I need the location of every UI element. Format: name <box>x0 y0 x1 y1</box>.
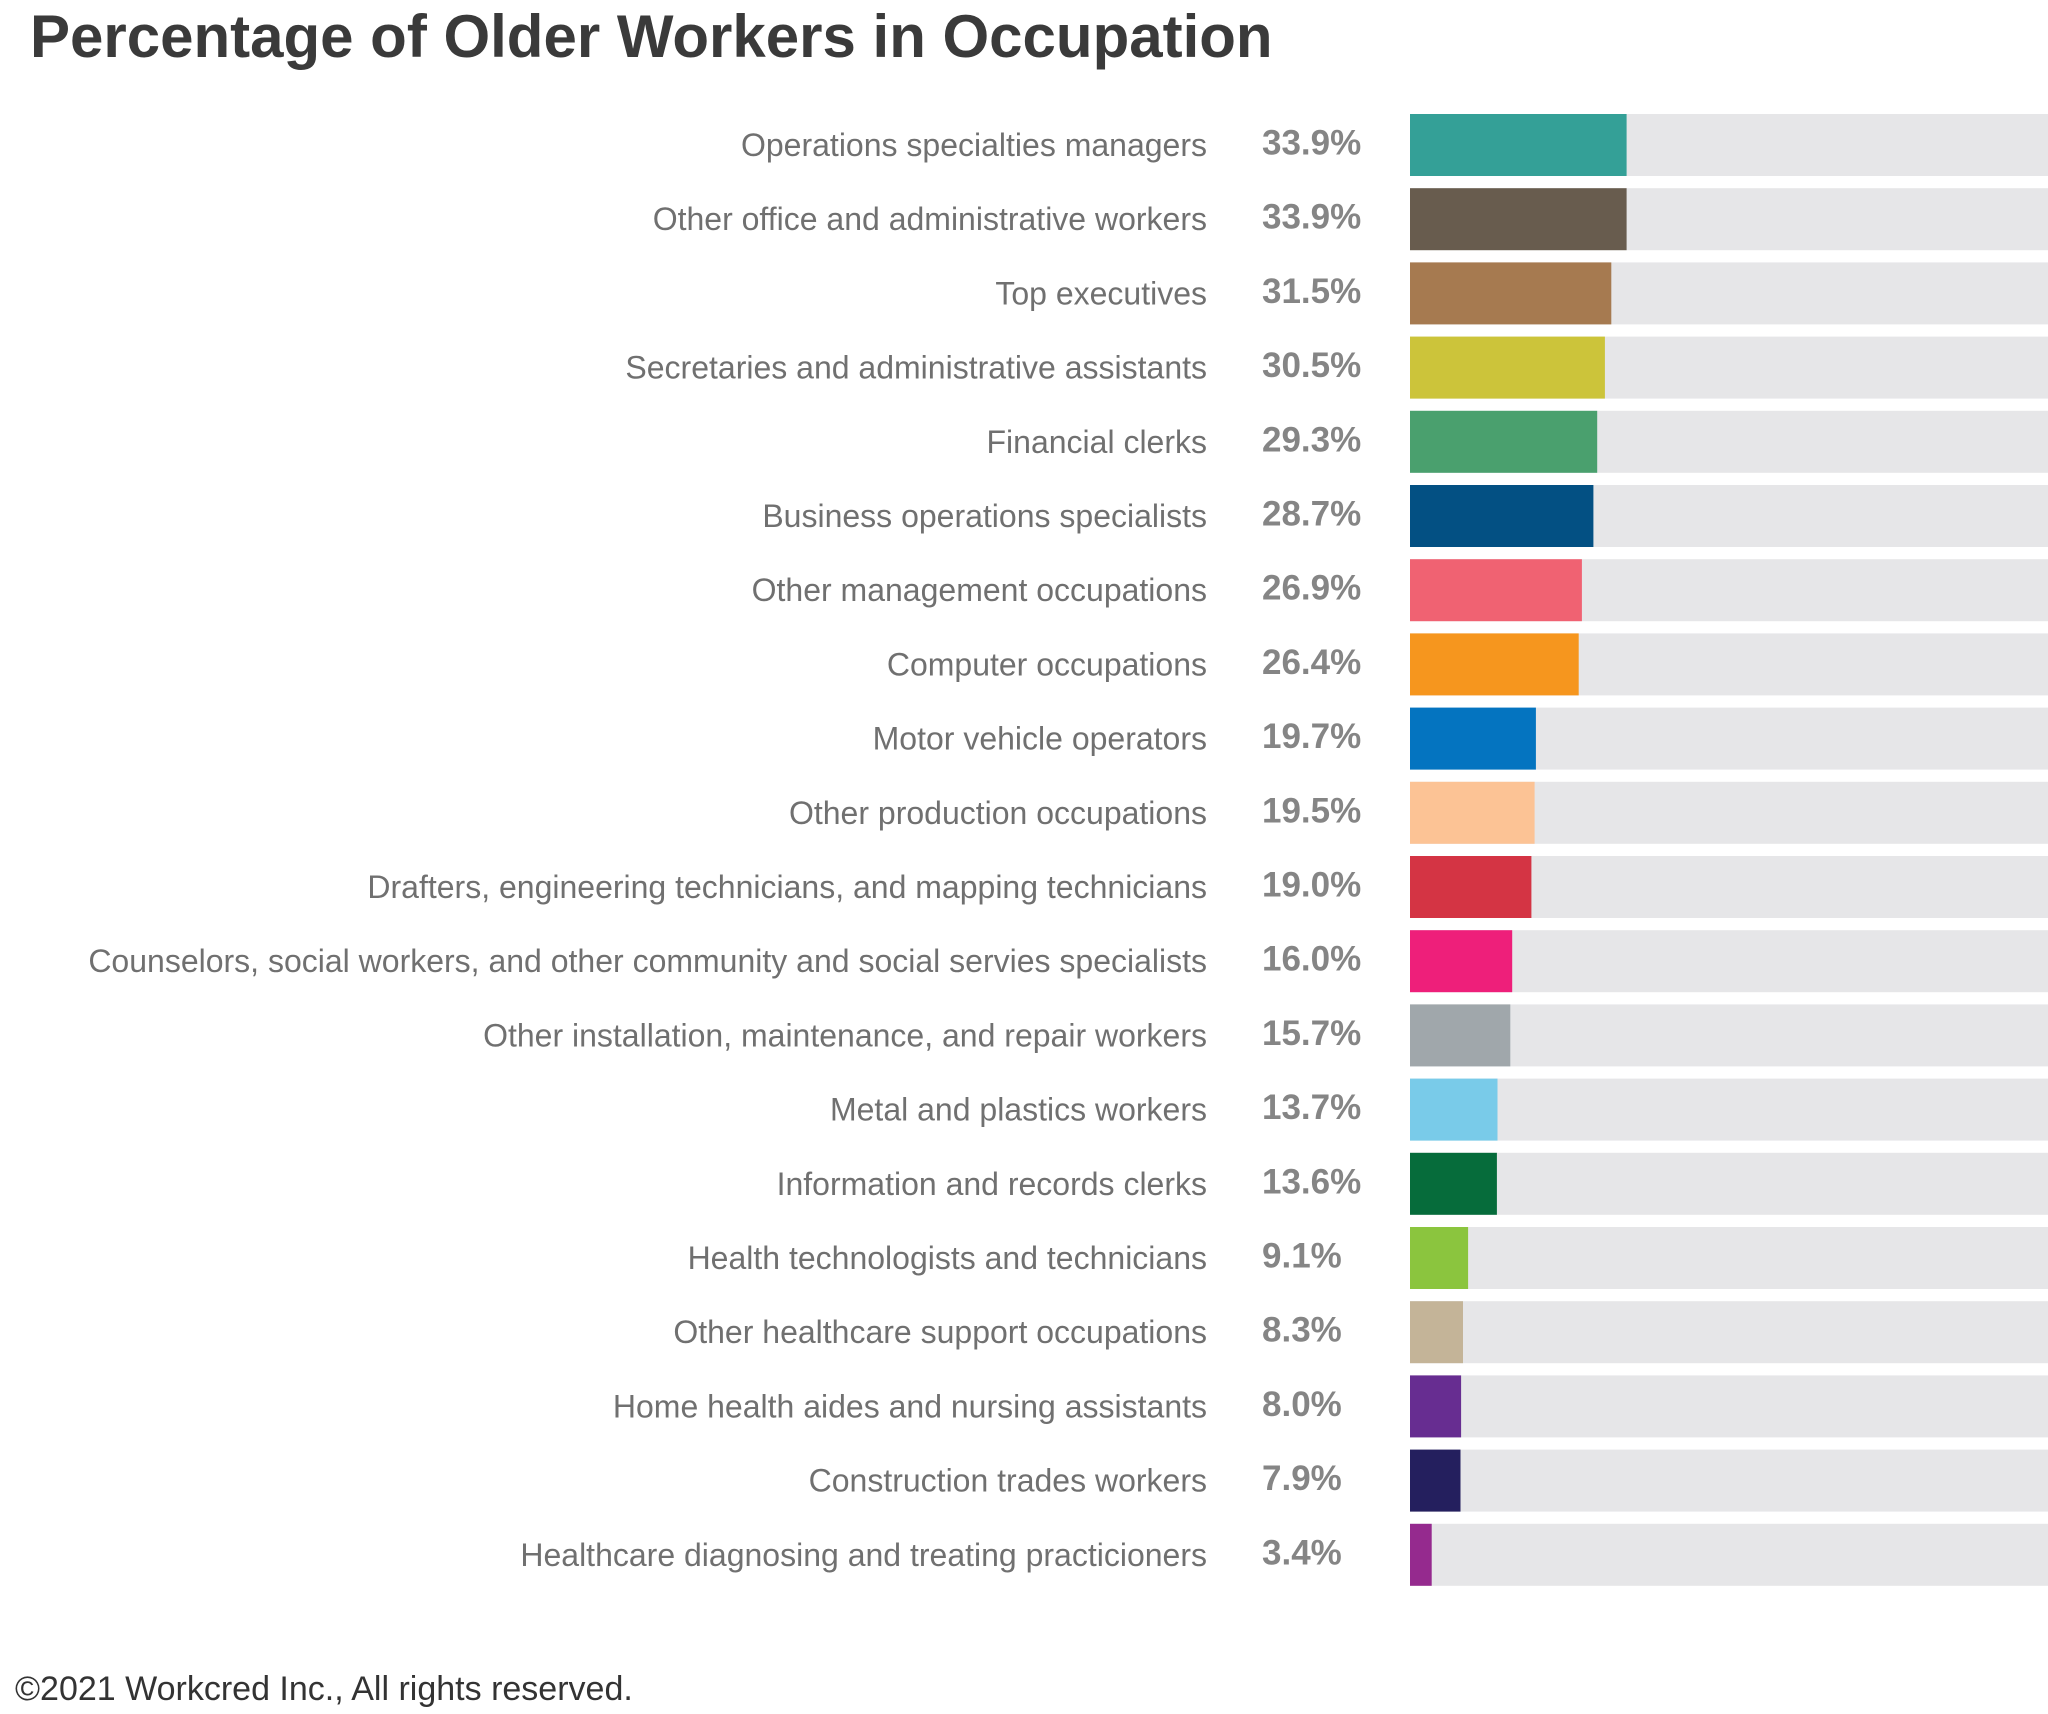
bar <box>1410 1227 1469 1289</box>
category-label: Home health aides and nursing assistants <box>613 1388 1207 1424</box>
category-label: Health technologists and technicians <box>688 1240 1207 1276</box>
bar-track <box>1410 1301 2048 1364</box>
bar <box>1410 781 1535 844</box>
data-label: 15.7% <box>1262 1014 1361 1053</box>
data-label: 19.5% <box>1262 791 1361 830</box>
copyright-notice: ©2021 Workcred Inc., All rights reserved… <box>15 1670 633 1708</box>
data-label: 26.9% <box>1262 569 1361 608</box>
data-label: 7.9% <box>1262 1459 1342 1498</box>
bar-track <box>1410 1152 2048 1215</box>
bar-track <box>1410 1449 2048 1512</box>
bar <box>1410 856 1532 918</box>
category-label: Motor vehicle operators <box>873 721 1207 757</box>
bar-track <box>1410 930 2048 993</box>
data-label: 3.4% <box>1262 1533 1342 1572</box>
category-label: Financial clerks <box>986 424 1207 460</box>
category-label: Construction trades workers <box>809 1463 1207 1499</box>
bar <box>1410 559 1582 622</box>
data-label: 33.9% <box>1262 124 1361 163</box>
category-label: Other production occupations <box>789 795 1207 831</box>
data-label: 29.3% <box>1262 420 1361 459</box>
category-label: Other management occupations <box>752 572 1207 608</box>
bar-track <box>1410 1004 2048 1067</box>
category-label: Drafters, engineering technicians, and m… <box>367 869 1207 905</box>
bar <box>1410 1449 1461 1512</box>
category-label: Other installation, maintenance, and rep… <box>483 1017 1207 1053</box>
bar <box>1410 336 1605 399</box>
data-label: 28.7% <box>1262 495 1361 534</box>
bar <box>1410 1152 1497 1215</box>
category-label: Information and records clerks <box>777 1166 1207 1202</box>
bar <box>1410 485 1594 547</box>
category-label: Counselors, social workers, and other co… <box>88 943 1207 979</box>
bar <box>1410 1301 1463 1364</box>
category-label: Metal and plastics workers <box>830 1092 1207 1128</box>
data-label: 8.0% <box>1262 1385 1342 1424</box>
data-label: 9.1% <box>1262 1237 1342 1276</box>
category-label: Business operations specialists <box>762 498 1207 534</box>
data-label: 16.0% <box>1262 940 1361 979</box>
category-label: Operations specialties managers <box>741 127 1207 163</box>
category-label: Healthcare diagnosing and treating pract… <box>520 1537 1207 1573</box>
bar <box>1410 114 1627 176</box>
bar-track <box>1410 1375 2048 1438</box>
bar <box>1410 1375 1462 1438</box>
data-label: 19.7% <box>1262 717 1361 756</box>
category-label: Other healthcare support occupations <box>673 1314 1207 1350</box>
bar-track <box>1410 1227 2048 1289</box>
category-label: Top executives <box>995 275 1207 311</box>
category-label: Computer occupations <box>887 646 1207 682</box>
bar <box>1410 1078 1498 1141</box>
data-label: 13.7% <box>1262 1088 1361 1127</box>
bar <box>1410 707 1536 770</box>
data-label: 26.4% <box>1262 643 1361 682</box>
category-label: Secretaries and administrative assistant… <box>625 350 1207 386</box>
data-label: 33.9% <box>1262 198 1361 237</box>
category-label: Other office and administrative workers <box>653 201 1207 237</box>
data-label: 31.5% <box>1262 272 1361 311</box>
bar-track <box>1410 1523 2048 1586</box>
chart-title: Percentage of Older Workers in Occupatio… <box>30 3 1273 70</box>
bar <box>1410 633 1579 696</box>
bar <box>1410 410 1598 473</box>
data-label: 19.0% <box>1262 866 1361 905</box>
bar <box>1410 188 1627 251</box>
bar <box>1410 930 1513 993</box>
bar <box>1410 1523 1432 1586</box>
data-label: 8.3% <box>1262 1311 1342 1350</box>
bar <box>1410 1004 1511 1067</box>
bar-track <box>1410 1078 2048 1141</box>
bar <box>1410 262 1612 325</box>
data-label: 13.6% <box>1262 1162 1361 1201</box>
data-label: 30.5% <box>1262 346 1361 385</box>
